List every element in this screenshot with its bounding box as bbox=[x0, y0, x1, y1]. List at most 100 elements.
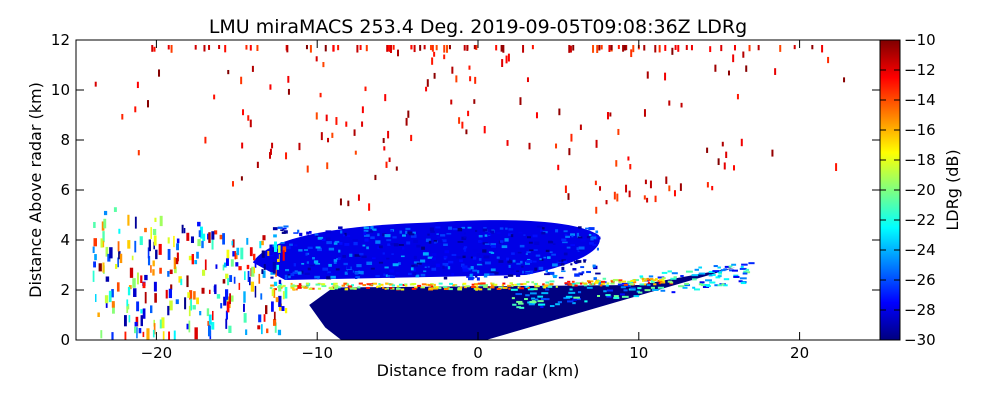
rising-band-cell bbox=[633, 295, 640, 298]
cloud-cell bbox=[443, 255, 448, 259]
left-streak-cell bbox=[243, 313, 247, 323]
rising-band-cell bbox=[742, 272, 748, 275]
noise-cell bbox=[204, 136, 207, 144]
left-streak-cell bbox=[263, 314, 266, 322]
rising-band-cell bbox=[531, 297, 536, 300]
noise-cell bbox=[337, 45, 340, 51]
left-streak-cell bbox=[201, 240, 204, 249]
rising-band-cell bbox=[598, 283, 604, 286]
cloud-cell bbox=[526, 259, 533, 263]
rising-band-cell bbox=[605, 294, 611, 297]
melting-band-cell bbox=[465, 285, 470, 288]
rising-band-cell bbox=[544, 298, 550, 301]
rising-band-cell bbox=[717, 275, 722, 278]
noise-cell bbox=[315, 112, 318, 120]
cloud-cell bbox=[491, 244, 496, 248]
melting-band-cell bbox=[568, 282, 572, 285]
noise-cell bbox=[592, 45, 595, 53]
noise-cell bbox=[353, 129, 356, 136]
cloud-cell bbox=[431, 257, 436, 261]
rising-band-cell bbox=[682, 286, 688, 289]
cloud-cell bbox=[490, 268, 496, 272]
left-streak-cell bbox=[212, 310, 214, 321]
cloud-cell bbox=[283, 227, 287, 230]
cloud-cell bbox=[521, 270, 525, 274]
left-streak-cell bbox=[173, 330, 176, 340]
melting-band-cell bbox=[384, 287, 387, 290]
noise-cell bbox=[241, 142, 244, 149]
melting-band-cell bbox=[643, 283, 647, 286]
cloud-cell bbox=[299, 232, 303, 237]
cloud-cell bbox=[322, 267, 329, 271]
left-streak-cell bbox=[269, 244, 273, 256]
cloud-cell bbox=[442, 262, 449, 267]
noise-cell bbox=[469, 76, 472, 82]
melting-band-cell bbox=[549, 283, 554, 286]
rising-band-cell bbox=[713, 265, 718, 268]
rising-band-cell bbox=[720, 269, 726, 272]
noise-cell bbox=[443, 45, 446, 53]
noise-cell bbox=[664, 72, 667, 81]
rising-band-cell bbox=[705, 279, 712, 282]
cloud-cell bbox=[499, 227, 504, 230]
cloud-cell bbox=[576, 247, 579, 250]
rising-band-cell bbox=[583, 284, 588, 287]
cloud-cell bbox=[470, 266, 474, 270]
cloud-cell bbox=[342, 254, 346, 258]
cloud-cell bbox=[549, 251, 553, 254]
noise-cell bbox=[465, 129, 468, 135]
cloud-cell bbox=[294, 244, 298, 247]
cloud-cell bbox=[542, 227, 545, 230]
left-streak-cell bbox=[272, 261, 276, 274]
left-streak-cell bbox=[114, 263, 118, 269]
cloud-cell bbox=[484, 273, 490, 276]
melting-band-cell bbox=[649, 278, 654, 281]
cloud-cell bbox=[466, 276, 470, 278]
noise-cell bbox=[733, 165, 736, 171]
melting-band-cell bbox=[662, 279, 665, 282]
noise-cell bbox=[194, 45, 197, 50]
rising-band-cell bbox=[717, 266, 721, 269]
rising-band-cell bbox=[617, 283, 623, 286]
left-streak-cell bbox=[108, 290, 112, 303]
cloud-cell bbox=[478, 234, 483, 238]
noise-cell bbox=[474, 76, 477, 84]
noise-cell bbox=[451, 66, 454, 74]
cloud-cell bbox=[425, 238, 431, 242]
left-streak-cell bbox=[233, 276, 236, 284]
cloud-cell bbox=[490, 243, 497, 246]
left-streak-cell bbox=[267, 250, 270, 256]
y-tick-label: 0 bbox=[60, 331, 70, 349]
cloud-cell bbox=[512, 259, 516, 263]
noise-cell bbox=[461, 121, 464, 129]
melting-band-cell bbox=[594, 281, 599, 284]
left-streak-cell bbox=[176, 243, 179, 251]
noise-cell bbox=[287, 75, 290, 83]
melting-band-cell bbox=[425, 283, 430, 286]
noise-cell bbox=[654, 45, 657, 53]
left-streak-cell bbox=[277, 245, 281, 253]
cloud-cell bbox=[317, 247, 322, 252]
noise-cell bbox=[757, 45, 760, 51]
melting-band-cell bbox=[471, 283, 475, 286]
cloud-cell bbox=[470, 256, 474, 259]
cloud-cell bbox=[482, 249, 487, 253]
left-streak-cell bbox=[193, 291, 196, 300]
cloud-cell bbox=[457, 228, 463, 232]
cloud-cell bbox=[457, 241, 464, 243]
rising-band-cell bbox=[557, 301, 562, 304]
rising-band-cell bbox=[671, 272, 678, 275]
cloud-cell bbox=[427, 256, 433, 259]
noise-cell bbox=[423, 45, 426, 50]
cloud-cell bbox=[334, 240, 340, 243]
left-streak-cell bbox=[168, 331, 171, 340]
melting-band-cell bbox=[269, 287, 273, 290]
cloud-cell bbox=[304, 272, 310, 275]
cloud-cell bbox=[346, 235, 351, 237]
melting-band-cell bbox=[478, 288, 483, 291]
melting-band-cell bbox=[448, 288, 453, 291]
left-streak-cell bbox=[92, 246, 95, 254]
melting-band-cell bbox=[315, 283, 321, 286]
cloud-cell bbox=[463, 246, 468, 249]
cloud-cell bbox=[428, 240, 432, 244]
